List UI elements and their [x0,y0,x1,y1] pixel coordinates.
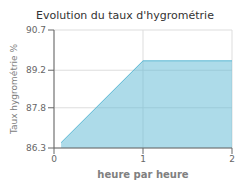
svg-text:86.3: 86.3 [26,143,46,153]
html-text:Evolution du taux d'hygrométri: Evolution du taux d'hygrométrie [36,9,214,22]
svg-text:heure par heure: heure par heure [97,169,188,180]
svg-text:0: 0 [51,154,57,164]
svg-text:90.7: 90.7 [26,25,46,35]
svg-text:1: 1 [140,154,146,164]
svg-text:2: 2 [229,154,235,164]
svg-text:89.2: 89.2 [26,65,46,75]
svg-text:87.8: 87.8 [26,103,46,113]
svg-text:Taux hygrométrie %: Taux hygrométrie % [9,43,19,135]
